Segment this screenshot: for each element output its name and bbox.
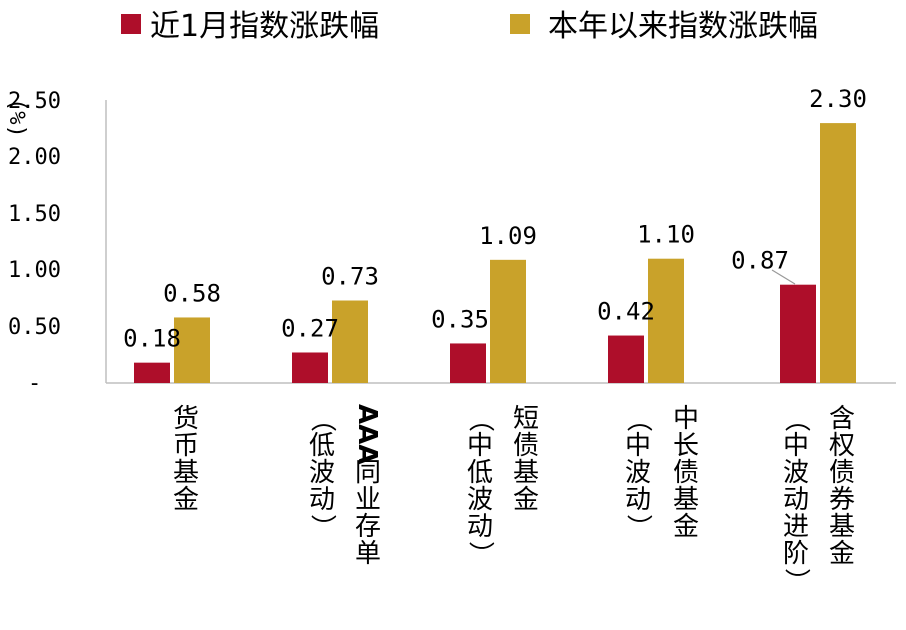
category-label-1-char-3: 基 bbox=[173, 458, 199, 488]
category-label-4-char-1: 中 bbox=[673, 404, 699, 434]
bar-series-1-cat-4 bbox=[608, 335, 644, 383]
category-label-3-char-2: 债 bbox=[513, 431, 539, 461]
category-sublabel-4-char-2: 中 bbox=[625, 431, 651, 461]
category-label-1-char-2: 币 bbox=[173, 431, 199, 461]
category-sublabel-4-char-5: ） bbox=[623, 514, 653, 540]
legend-swatch-series-1 bbox=[121, 14, 141, 34]
data-labels-group: 0.18 0.27 0.35 0.42 0.87 0.58 0.73 1.09 1.10 2.30 bbox=[123, 85, 867, 353]
category-sublabel-2-char-5: ） bbox=[307, 514, 337, 540]
bars-group bbox=[134, 123, 856, 383]
category-sublabel-4-char-3: 波 bbox=[625, 458, 651, 488]
data-label-leader-line bbox=[771, 269, 796, 285]
category-sublabel-2-char-4: 动 bbox=[309, 485, 335, 515]
category-label-5-char-2: 权 bbox=[829, 431, 855, 461]
data-label-series-2-cat-1: 0.58 bbox=[163, 279, 221, 307]
category-label-3-char-4: 金 bbox=[513, 485, 539, 515]
category-label-1-char-1: 货 bbox=[173, 404, 199, 434]
category-label-4-char-3: 债 bbox=[673, 458, 699, 488]
category-label-4-char-5: 金 bbox=[673, 512, 699, 542]
y-tick-label-4: 2.00 bbox=[8, 145, 61, 170]
category-sublabel-2-char-2: 低 bbox=[309, 431, 335, 461]
bar-series-2-cat-4 bbox=[648, 258, 684, 383]
category-label-2-char-1: 同 bbox=[355, 458, 381, 488]
category-sublabel-5-char-6: 阶 bbox=[783, 539, 809, 569]
category-label-3-char-3: 基 bbox=[513, 458, 539, 488]
category-label-2-char-3: 存 bbox=[355, 512, 381, 542]
category-label-2-char-4: 单 bbox=[355, 539, 381, 569]
y-tick-label-3: 1.50 bbox=[8, 202, 61, 227]
legend-label-series-2: 本年以来指数涨跌幅 bbox=[548, 9, 818, 44]
y-axis-unit-label: (%) bbox=[4, 98, 29, 138]
y-axis-ticks: - 0.50 1.00 1.50 2.00 2.50 bbox=[8, 89, 61, 396]
category-sublabel-2-char-1: （ bbox=[307, 406, 337, 432]
category-sublabel-3-char-4: 波 bbox=[467, 485, 493, 515]
category-sublabel-4-char-4: 动 bbox=[625, 485, 651, 515]
category-label-5-char-6: 金 bbox=[829, 539, 855, 569]
category-label-1-char-4: 金 bbox=[173, 485, 199, 515]
y-tick-label-0: - bbox=[28, 371, 41, 396]
category-sublabel-3-char-1: （ bbox=[465, 406, 495, 432]
bar-series-1-cat-5 bbox=[780, 284, 816, 383]
data-label-series-2-cat-5: 2.30 bbox=[809, 85, 867, 113]
category-sublabel-5-char-7: ） bbox=[781, 568, 811, 594]
category-sublabel-5-char-2: 中 bbox=[783, 431, 809, 461]
data-label-series-1-cat-1: 0.18 bbox=[123, 325, 181, 353]
data-label-series-1-cat-3: 0.35 bbox=[431, 305, 489, 333]
category-label-4-char-2: 长 bbox=[673, 431, 699, 461]
legend-swatch-series-2 bbox=[510, 14, 530, 34]
category-label-4-char-4: 基 bbox=[673, 485, 699, 515]
bar-series-2-cat-5 bbox=[820, 123, 856, 383]
bar-series-2-cat-3 bbox=[490, 259, 526, 383]
category-sublabel-5-char-3: 波 bbox=[783, 458, 809, 488]
bar-series-2-cat-2 bbox=[332, 300, 368, 383]
category-label-5-char-3: 债 bbox=[829, 458, 855, 488]
data-label-series-2-cat-2: 0.73 bbox=[321, 263, 379, 291]
category-sublabel-3-char-6: ） bbox=[465, 541, 495, 567]
bar-series-1-cat-2 bbox=[292, 352, 328, 383]
legend: 近1月指数涨跌幅 本年以来指数涨跌幅 bbox=[121, 9, 818, 44]
data-label-series-1-cat-4: 0.42 bbox=[597, 298, 655, 326]
category-sublabel-5-char-1: （ bbox=[781, 406, 811, 432]
category-sublabel-3-char-3: 低 bbox=[467, 458, 493, 488]
bar-series-2-cat-1 bbox=[174, 317, 210, 383]
category-labels-group: 货币基金AAA同业存单（低波动）短债基金（中低波动）中长债基金（中波动）含权债券… bbox=[173, 404, 855, 594]
category-label-2-aaa: AAA bbox=[352, 404, 382, 464]
category-sublabel-3-char-5: 动 bbox=[467, 512, 493, 542]
category-label-2-char-2: 业 bbox=[355, 485, 381, 515]
bar-series-1-cat-3 bbox=[450, 343, 486, 383]
y-tick-label-2: 1.00 bbox=[8, 258, 61, 283]
category-label-5-char-5: 基 bbox=[829, 512, 855, 542]
category-label-3-char-1: 短 bbox=[513, 404, 539, 434]
category-sublabel-5-char-5: 进 bbox=[783, 512, 809, 542]
category-label-5-char-1: 含 bbox=[829, 404, 855, 434]
category-sublabel-5-char-4: 动 bbox=[783, 485, 809, 515]
y-tick-label-5: 2.50 bbox=[8, 89, 61, 114]
data-label-series-1-cat-5: 0.87 bbox=[731, 247, 789, 275]
category-sublabel-4-char-1: （ bbox=[623, 406, 653, 432]
category-sublabel-2-char-3: 波 bbox=[309, 458, 335, 488]
data-label-series-1-cat-2: 0.27 bbox=[281, 314, 339, 342]
bar-series-1-cat-1 bbox=[134, 362, 170, 383]
category-label-5-char-4: 券 bbox=[829, 485, 855, 515]
category-sublabel-3-char-2: 中 bbox=[467, 431, 493, 461]
data-label-series-2-cat-4: 1.10 bbox=[637, 221, 695, 249]
data-label-series-2-cat-3: 1.09 bbox=[479, 222, 537, 250]
legend-label-series-1: 近1月指数涨跌幅 bbox=[150, 9, 379, 44]
y-tick-label-1: 0.50 bbox=[8, 315, 61, 340]
